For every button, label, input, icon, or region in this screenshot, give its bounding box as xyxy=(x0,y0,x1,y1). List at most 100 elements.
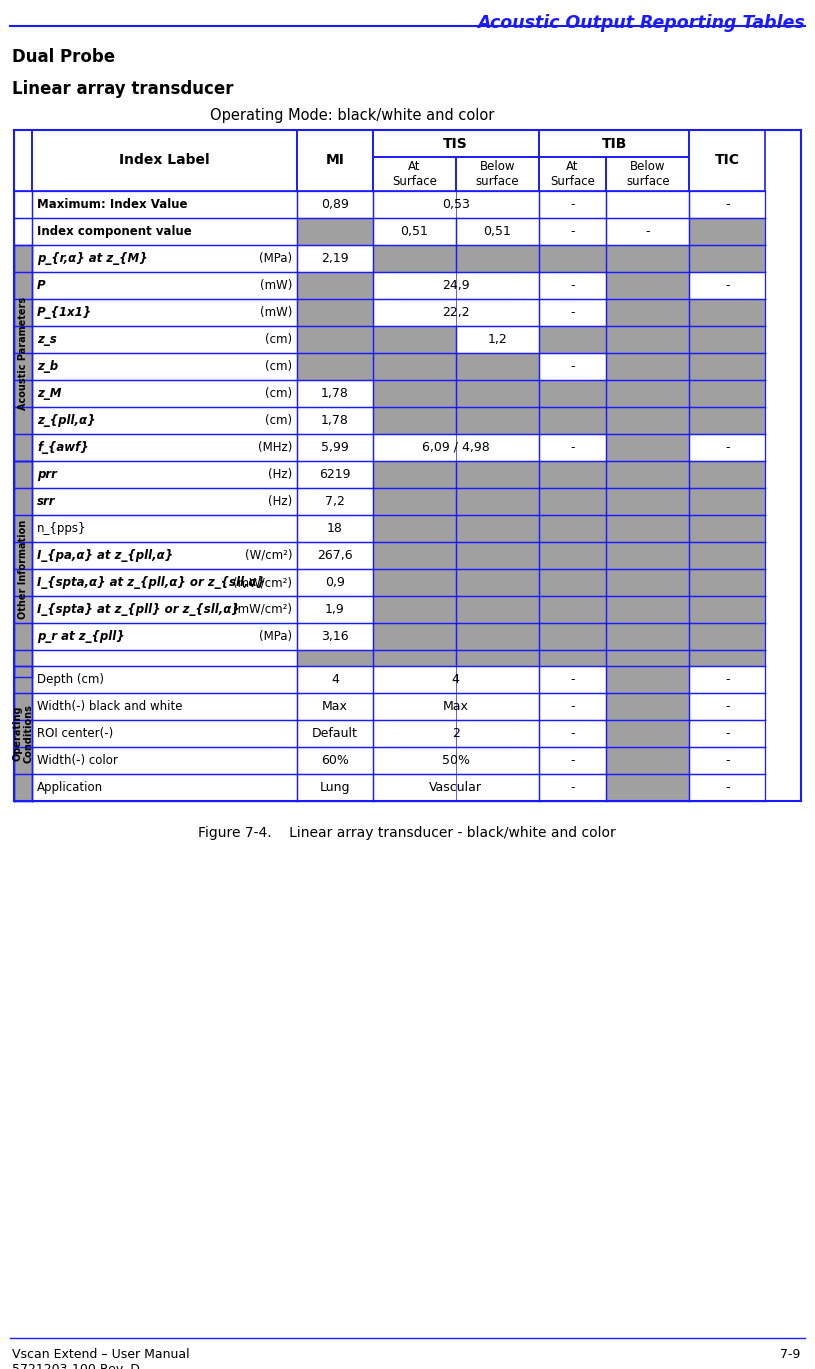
Text: z_{pll,α}: z_{pll,α} xyxy=(37,413,95,427)
Text: TIC: TIC xyxy=(715,153,740,167)
Text: -: - xyxy=(570,727,575,741)
Text: 7,2: 7,2 xyxy=(325,496,345,508)
Bar xyxy=(372,130,539,157)
Bar xyxy=(689,130,764,192)
Text: -: - xyxy=(570,700,575,713)
Bar xyxy=(372,542,456,570)
Bar xyxy=(14,720,32,747)
Text: srr: srr xyxy=(37,496,55,508)
Bar xyxy=(14,596,32,623)
Bar xyxy=(14,650,32,665)
Bar xyxy=(456,381,539,407)
Bar xyxy=(32,623,297,650)
Bar xyxy=(456,570,539,596)
Bar xyxy=(456,623,539,650)
Text: 2: 2 xyxy=(452,727,460,741)
Bar xyxy=(539,570,606,596)
Bar xyxy=(539,773,606,801)
Bar xyxy=(14,542,32,570)
Bar xyxy=(606,157,689,192)
Bar xyxy=(297,650,372,665)
Text: 0,9: 0,9 xyxy=(325,576,345,589)
Bar xyxy=(297,434,372,461)
Bar xyxy=(297,407,372,434)
Bar xyxy=(606,542,689,570)
Bar xyxy=(297,747,372,773)
Bar xyxy=(689,381,764,407)
Text: -: - xyxy=(725,780,729,794)
Text: z_M: z_M xyxy=(37,387,61,400)
Bar xyxy=(539,218,606,245)
Text: Width(-) color: Width(-) color xyxy=(37,754,118,767)
Bar xyxy=(606,650,689,665)
Bar xyxy=(539,623,606,650)
Bar xyxy=(32,407,297,434)
Text: 6,09 / 4,98: 6,09 / 4,98 xyxy=(422,441,490,455)
Text: -: - xyxy=(570,225,575,238)
Text: I_{pa,α} at z_{pll,α}: I_{pa,α} at z_{pll,α} xyxy=(37,549,173,563)
Text: Acoustic Output Reporting Tables: Acoustic Output Reporting Tables xyxy=(478,14,805,31)
Text: f_{awf}: f_{awf} xyxy=(37,441,89,455)
Bar xyxy=(606,773,689,801)
Text: -: - xyxy=(570,199,575,211)
Bar xyxy=(297,487,372,515)
Text: -: - xyxy=(725,754,729,767)
Bar xyxy=(606,665,689,693)
Bar xyxy=(539,434,606,461)
Text: (cm): (cm) xyxy=(265,333,293,346)
Bar xyxy=(14,515,32,542)
Text: 1,78: 1,78 xyxy=(321,387,349,400)
Bar xyxy=(689,461,764,487)
Text: Index Label: Index Label xyxy=(119,153,210,167)
Text: At
Surface: At Surface xyxy=(392,160,437,188)
Text: p_r at z_{pll}: p_r at z_{pll} xyxy=(37,630,125,643)
Bar xyxy=(32,326,297,353)
Bar xyxy=(689,720,764,747)
Bar xyxy=(456,461,539,487)
Text: 24,9: 24,9 xyxy=(442,279,469,292)
Bar xyxy=(372,693,539,720)
Bar xyxy=(14,665,32,693)
Bar xyxy=(297,218,372,245)
Bar xyxy=(606,720,689,747)
Text: Lung: Lung xyxy=(319,780,350,794)
Bar xyxy=(539,245,606,272)
Bar xyxy=(372,272,539,298)
Bar xyxy=(297,623,372,650)
Text: -: - xyxy=(725,441,729,455)
Bar xyxy=(14,623,32,650)
Bar xyxy=(14,461,32,678)
Text: MI: MI xyxy=(325,153,345,167)
Bar xyxy=(372,434,539,461)
Bar xyxy=(539,272,606,298)
Bar xyxy=(689,542,764,570)
Bar xyxy=(297,693,372,720)
Bar xyxy=(689,407,764,434)
Bar xyxy=(32,747,297,773)
Bar xyxy=(372,747,539,773)
Bar xyxy=(372,326,456,353)
Bar xyxy=(32,461,297,487)
Bar xyxy=(539,192,606,218)
Text: Max: Max xyxy=(322,700,348,713)
Bar xyxy=(32,381,297,407)
Bar xyxy=(32,487,297,515)
Text: Max: Max xyxy=(443,700,469,713)
Bar xyxy=(297,381,372,407)
Bar xyxy=(14,298,32,326)
Bar xyxy=(689,192,764,218)
Bar xyxy=(539,326,606,353)
Bar xyxy=(689,747,764,773)
Text: (cm): (cm) xyxy=(265,360,293,372)
Bar xyxy=(539,353,606,381)
Bar xyxy=(539,542,606,570)
Bar xyxy=(14,461,32,487)
Bar xyxy=(14,381,32,407)
Text: 6219: 6219 xyxy=(319,468,350,481)
Text: -: - xyxy=(725,279,729,292)
Text: At
Surface: At Surface xyxy=(550,160,595,188)
Text: -: - xyxy=(645,225,650,238)
Bar xyxy=(297,192,372,218)
Bar xyxy=(689,298,764,326)
Bar xyxy=(372,381,456,407)
